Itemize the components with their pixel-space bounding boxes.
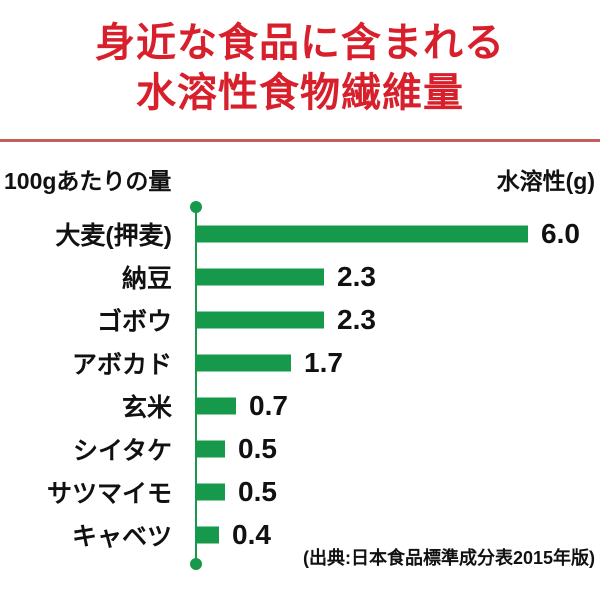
category-label: 納豆	[121, 264, 172, 293]
chart-rows: 大麦(押麦) 6.0 納豆 2.3 ゴボウ 2.3 アボカド 1.7 玄米 0.7 シイタケ 0.5 サ…	[0, 212, 600, 556]
page-title-line2: 水溶性食物繊維量	[136, 71, 464, 115]
category-label: キャベツ	[71, 522, 172, 551]
category-label: サツマイモ	[46, 479, 172, 508]
axis-unit-label-right: 水溶性(g)	[496, 168, 595, 194]
bar	[197, 440, 225, 457]
chart-row: アボカド 1.7	[0, 341, 600, 384]
page-title-line1: 身近な食品に含まれる	[95, 21, 505, 65]
title-divider-line	[0, 139, 600, 142]
value-label: 0.4	[232, 518, 271, 550]
bar	[197, 311, 324, 328]
page-title: 身近な食品に含まれる 水溶性食物繊維量	[0, 18, 600, 118]
axis-dot-bottom	[190, 558, 202, 570]
source-note: (出典:日本食品標準成分表2015年版)	[302, 548, 595, 568]
bar	[197, 397, 236, 414]
axis-dot-top	[190, 201, 202, 213]
category-label: シイタケ	[72, 436, 172, 465]
bar	[197, 225, 528, 242]
bar	[197, 526, 219, 543]
category-label: 大麦(押麦)	[55, 221, 172, 250]
chart-header-row: 100gあたりの量 水溶性(g)	[4, 162, 595, 196]
category-label: アボカド	[71, 350, 172, 379]
chart-row: キャベツ 0.4	[0, 513, 600, 556]
chart-row: サツマイモ 0.5	[0, 470, 600, 513]
chart-row: ゴボウ 2.3	[0, 298, 600, 341]
chart-row: 大麦(押麦) 6.0	[0, 212, 600, 255]
bar	[197, 483, 225, 500]
axis-line	[195, 207, 197, 564]
axis-unit-label-left: 100gあたりの量	[4, 168, 172, 194]
value-label: 6.0	[541, 217, 580, 249]
bar	[197, 268, 324, 285]
chart-row: 納豆 2.3	[0, 255, 600, 298]
bar	[197, 354, 291, 371]
chart-row: シイタケ 0.5	[0, 427, 600, 470]
value-label: 2.3	[337, 260, 376, 292]
value-label: 0.5	[238, 475, 277, 507]
category-label: 玄米	[121, 393, 172, 422]
value-label: 1.7	[304, 346, 343, 378]
value-label: 0.5	[238, 432, 277, 464]
chart-row: 玄米 0.7	[0, 384, 600, 427]
value-label: 0.7	[249, 389, 288, 421]
category-label: ゴボウ	[96, 307, 172, 336]
value-label: 2.3	[337, 303, 376, 335]
